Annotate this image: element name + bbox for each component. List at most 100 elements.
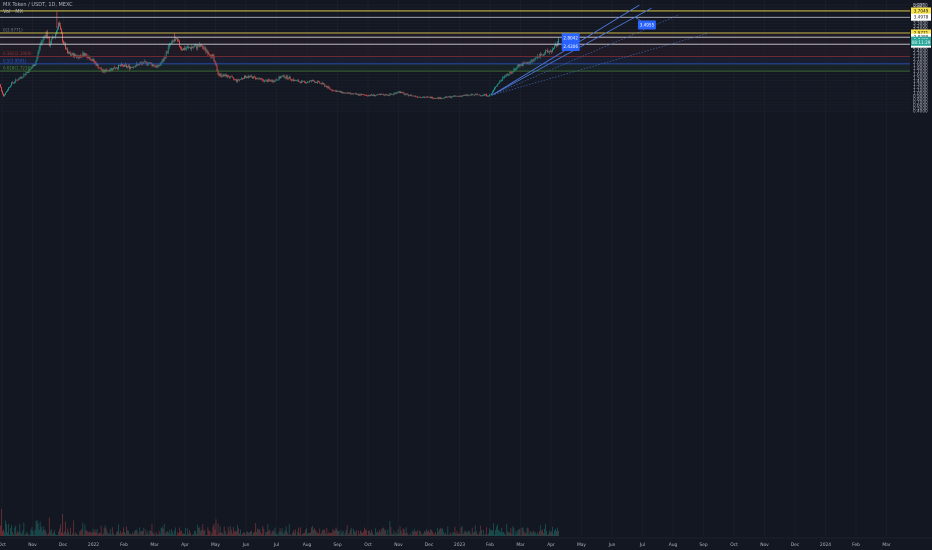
candle-body xyxy=(534,58,536,59)
candle-body xyxy=(453,95,455,97)
candle-body xyxy=(33,65,35,66)
candle-body xyxy=(533,58,535,60)
candle-body xyxy=(413,95,415,97)
candle-body xyxy=(436,98,438,99)
candle-body xyxy=(477,94,479,96)
time-tick-label: Feb xyxy=(120,542,128,548)
volume-bar xyxy=(471,527,473,536)
volume-bar xyxy=(93,532,95,536)
volume-bar xyxy=(215,519,217,536)
volume-bar xyxy=(80,530,82,536)
candle-body xyxy=(64,43,65,45)
candle-body xyxy=(411,95,413,97)
candle-body xyxy=(35,60,37,65)
time-tick-label: Oct xyxy=(364,542,372,548)
candle-body xyxy=(141,63,143,64)
candle-body xyxy=(369,95,370,96)
volume-bar xyxy=(528,534,530,536)
candle-body xyxy=(514,68,516,70)
volume-bar xyxy=(544,528,545,536)
horizontal-levels[interactable]: 0(2.9771) 0.382(2.1968) 0.5(1.9591) 0.618(1… xyxy=(0,10,910,72)
candle-body xyxy=(51,37,53,40)
volume-bar xyxy=(44,529,46,536)
candle-body xyxy=(284,77,286,79)
channel-mid-line xyxy=(491,7,652,96)
volume-bar xyxy=(374,534,375,536)
candle-body xyxy=(99,67,101,69)
volume-bar xyxy=(330,533,332,536)
volume-bar xyxy=(279,528,281,536)
candle-body xyxy=(15,79,17,83)
candle-body xyxy=(545,50,546,54)
symbol-title: MX Token / USDT, 1D, MEXC xyxy=(3,2,73,8)
volume-bar xyxy=(557,527,558,536)
volume-bar xyxy=(516,533,518,536)
candle-body xyxy=(456,95,458,97)
channel-dotted-line-2 xyxy=(491,32,710,96)
price-axis[interactable]: USDT3.90003.80003.70003.60003.50003.4000… xyxy=(910,0,932,550)
candle-body xyxy=(408,95,410,97)
volume-bar xyxy=(463,532,465,536)
volume-bar xyxy=(62,514,63,536)
candle-body xyxy=(25,73,27,75)
volume-bar xyxy=(287,534,289,536)
candle-body xyxy=(409,94,411,96)
candle-body xyxy=(355,93,357,95)
volume-bar xyxy=(491,529,492,536)
volume-bar xyxy=(100,525,102,536)
candle-body xyxy=(390,93,392,95)
volume-bar xyxy=(288,524,290,536)
volume-bar xyxy=(151,523,153,536)
volume-bar xyxy=(0,525,1,536)
candle-body xyxy=(9,87,11,88)
volume-bar xyxy=(58,531,59,536)
volume-bar xyxy=(10,527,12,536)
candle-body xyxy=(120,65,121,67)
volume-bar xyxy=(181,530,182,536)
time-tick-label: Apr xyxy=(181,542,189,548)
volume-bar xyxy=(472,532,474,536)
time-axis[interactable]: Oct Nov Dec 2022 Feb Mar Apr May Jun Jul Aug Sep Oct… xyxy=(0,537,932,548)
volume-bar xyxy=(128,530,129,536)
candle-body xyxy=(181,47,182,50)
volume-bar xyxy=(258,529,260,536)
candle-body xyxy=(185,48,186,50)
candle-body xyxy=(175,38,177,40)
volume-bar xyxy=(103,527,105,536)
volume-bar xyxy=(53,530,55,536)
volume-bar xyxy=(320,534,322,536)
candle-body xyxy=(442,98,444,99)
volume-bar xyxy=(509,532,511,536)
volume-bar xyxy=(407,534,409,536)
volume-bar xyxy=(222,534,224,536)
candle-body xyxy=(282,75,284,76)
candle-body xyxy=(165,51,167,58)
price-flag-text: 3.4955 xyxy=(640,23,655,28)
volume-bar xyxy=(251,531,252,536)
volume-bar xyxy=(234,530,236,536)
time-tick-label: Aug xyxy=(669,542,678,548)
candle-body xyxy=(319,81,321,84)
volume-bar xyxy=(4,532,5,536)
volume-bar xyxy=(466,532,468,536)
volume-bar xyxy=(39,521,41,536)
candle-body xyxy=(97,64,99,68)
volume-bar xyxy=(447,526,449,536)
volume-bar xyxy=(270,534,272,536)
candle-body xyxy=(10,85,12,88)
volume-bar xyxy=(275,533,277,536)
candle-body xyxy=(470,94,472,96)
candle-body xyxy=(194,46,196,48)
volume-bar xyxy=(35,521,37,536)
candle-body xyxy=(3,93,4,97)
volume-bar xyxy=(293,532,295,536)
volume-bar xyxy=(16,533,18,536)
volume-bar xyxy=(135,530,137,536)
candle-body xyxy=(157,64,159,67)
volume-bar xyxy=(237,528,239,536)
volume-bar xyxy=(69,534,70,536)
volume-bar xyxy=(260,531,262,536)
volume-bar xyxy=(512,526,514,536)
candle-body xyxy=(310,80,311,82)
